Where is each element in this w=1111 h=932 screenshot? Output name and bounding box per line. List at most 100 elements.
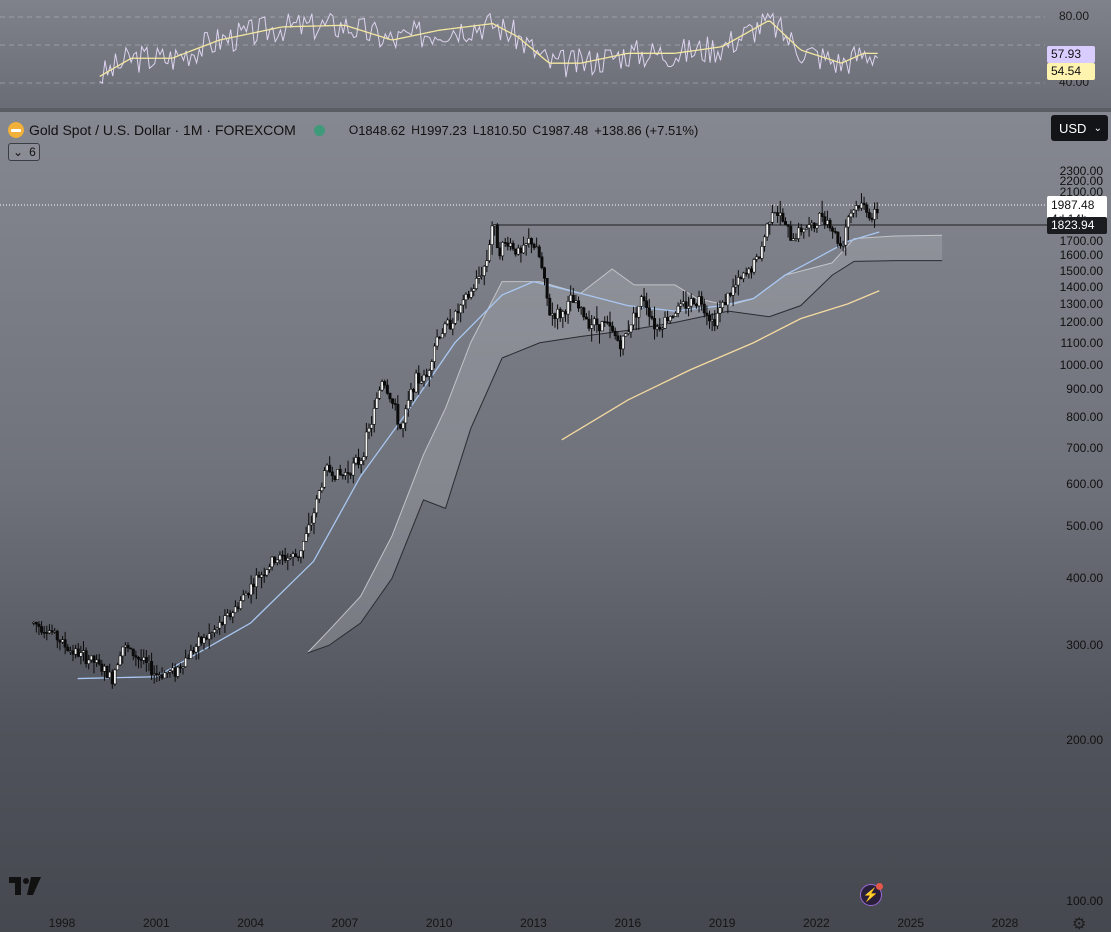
candle-body: [828, 220, 832, 229]
year-tick: 1998: [48, 916, 76, 930]
candle-body: [540, 256, 544, 268]
candle-body: [432, 345, 436, 362]
candle-body: [184, 657, 188, 667]
candle-body: [257, 574, 261, 578]
candle-body: [165, 672, 169, 674]
candle-body: [45, 632, 49, 634]
candle-body: [831, 227, 835, 232]
candle-body: [291, 553, 295, 558]
candle-body: [592, 318, 596, 326]
candle-body: [47, 630, 51, 634]
candle-body: [561, 311, 565, 319]
candle-body: [846, 216, 850, 228]
candle-body: [315, 498, 319, 514]
candle-body: [854, 205, 858, 211]
candle-body: [53, 630, 57, 633]
price-tick: 1300.00: [1059, 296, 1103, 311]
candle-body: [818, 212, 822, 226]
price-tick: 200.00: [1066, 732, 1103, 747]
candle-body: [113, 669, 117, 685]
horizontal-level-label: 1823.94: [1047, 216, 1107, 234]
candle-body: [815, 225, 819, 229]
candle-body: [412, 389, 416, 393]
candle-body: [613, 330, 617, 337]
candle-body: [427, 370, 431, 377]
settings-gear-icon[interactable]: ⚙: [1072, 916, 1087, 932]
candle-body: [194, 646, 198, 653]
candle-body: [519, 247, 523, 254]
candle-body: [370, 424, 374, 429]
candle-body: [375, 398, 379, 409]
year-tick: 2028: [991, 916, 1019, 930]
candle-body: [524, 243, 528, 246]
moving-average-short: [77, 231, 880, 680]
candle-body: [199, 636, 203, 644]
year-tick: 2010: [425, 916, 453, 930]
cloud-lower-line: [307, 260, 943, 654]
candle-body: [239, 600, 243, 609]
indicators-collapse-button[interactable]: ⌄ 6: [8, 143, 40, 161]
candle-body: [414, 372, 418, 393]
candle-body: [639, 296, 643, 307]
candle-body: [349, 473, 353, 476]
lightning-icon[interactable]: ⚡: [860, 883, 883, 906]
candle-body: [836, 231, 840, 244]
candle-body: [715, 312, 719, 327]
candle-body: [757, 256, 761, 259]
candle-body: [752, 259, 756, 273]
tradingview-logo-icon[interactable]: [9, 877, 41, 895]
candle-body: [351, 462, 355, 476]
high-key: H: [411, 123, 420, 137]
candle-body: [58, 639, 62, 643]
rsi-value-badge: 57.93: [1047, 46, 1095, 63]
candle-body: [333, 475, 337, 480]
candle-body: [61, 639, 65, 643]
candle-body: [68, 650, 72, 653]
candle-body: [398, 423, 402, 429]
candle-body: [600, 321, 604, 332]
candle-body: [833, 231, 837, 233]
price-pane[interactable]: Gold Spot / U.S. Dollar · 1M · FOREXCOM …: [0, 112, 1111, 932]
candle-body: [595, 318, 599, 325]
symbol-title[interactable]: Gold Spot / U.S. Dollar · 1M · FOREXCOM: [29, 122, 296, 138]
candle-body: [105, 665, 109, 678]
candle-body: [74, 648, 78, 655]
candle-body: [55, 630, 59, 641]
chevron-down-icon: ⌄: [13, 145, 24, 159]
candle-body: [676, 305, 680, 314]
low-key: L: [472, 123, 480, 137]
pane-divider[interactable]: [0, 108, 1111, 112]
rsi-ma-line: [99, 20, 878, 77]
candle-body: [529, 238, 533, 245]
candle-body: [582, 307, 586, 318]
candle-body: [100, 663, 104, 672]
candle-body: [168, 670, 172, 673]
candle-body: [438, 336, 442, 339]
candle-body: [474, 277, 478, 289]
price-tick: 2300.00: [1059, 164, 1103, 178]
candle-body: [642, 296, 646, 302]
price-tick: 1200.00: [1059, 315, 1103, 330]
candle-body: [569, 294, 573, 302]
candle-body: [498, 247, 502, 257]
candle-body: [265, 569, 269, 576]
rsi-pane[interactable]: 80.00 40.00 57.93 54.54: [0, 0, 1111, 108]
candle-body: [710, 319, 714, 322]
candle-body: [385, 384, 389, 394]
currency-select[interactable]: USD ⌄: [1051, 115, 1108, 141]
candle-body: [87, 659, 91, 664]
candle-body: [535, 246, 539, 249]
candle-body: [97, 659, 101, 665]
price-tick: 900.00: [1066, 382, 1103, 397]
candle-body: [493, 224, 497, 227]
candle-body: [760, 246, 764, 259]
candle-body: [841, 244, 845, 247]
candle-body: [377, 389, 381, 399]
open-key: O: [348, 123, 359, 137]
candle-body: [312, 512, 316, 524]
candle-body: [734, 284, 738, 288]
candle-body: [765, 223, 769, 238]
candle-body: [770, 212, 774, 223]
candle-body: [81, 650, 85, 653]
rsi-ma-value-badge: 54.54: [1047, 63, 1095, 80]
